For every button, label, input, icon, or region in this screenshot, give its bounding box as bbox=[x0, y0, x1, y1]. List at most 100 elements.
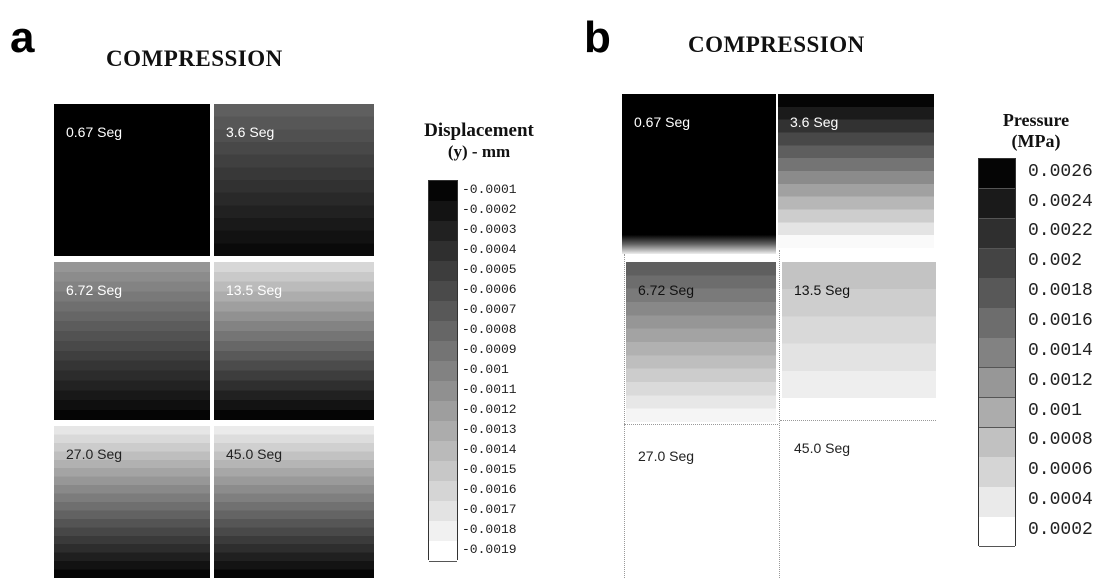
legend-swatch bbox=[429, 481, 457, 502]
legend-swatch bbox=[429, 421, 457, 442]
legend-swatch bbox=[979, 397, 1015, 429]
tile-time-label: 0.67 Seg bbox=[66, 124, 123, 140]
legend-label: 0.0022 bbox=[1028, 221, 1093, 242]
legend-swatch bbox=[429, 301, 457, 322]
panel-b-dotted-divider bbox=[624, 254, 625, 578]
legend-label: -0.0014 bbox=[462, 441, 517, 457]
tile-time-label: 45.0 Seg bbox=[794, 440, 851, 456]
legend-label: 0.0012 bbox=[1028, 370, 1093, 391]
legend-label: -0.0013 bbox=[462, 421, 517, 437]
tile-time-label: 27.0 Seg bbox=[66, 446, 123, 462]
legend-label: -0.0008 bbox=[462, 321, 517, 337]
legend-swatch bbox=[979, 218, 1015, 250]
legend-swatch bbox=[979, 188, 1015, 220]
panel-b-tile-0-67s: 0.67 Seg bbox=[622, 94, 776, 254]
legend-swatch bbox=[429, 521, 457, 542]
panel-a-legend-bar bbox=[428, 180, 458, 562]
legend-swatch bbox=[429, 201, 457, 222]
tile-time-label: 27.0 Seg bbox=[638, 448, 695, 464]
legend-label: 0.002 bbox=[1028, 251, 1083, 272]
panel-b-dotted-divider bbox=[624, 424, 778, 425]
legend-swatch bbox=[429, 361, 457, 382]
panel-a-legend-title: Displacement (y) - mm bbox=[404, 120, 554, 161]
legend-label: 0.0006 bbox=[1028, 460, 1093, 481]
legend-label: -0.0015 bbox=[462, 461, 517, 477]
legend-label: 0.0016 bbox=[1028, 310, 1093, 331]
legend-label: -0.0016 bbox=[462, 481, 517, 497]
tile-time-label: 13.5 Seg bbox=[226, 282, 283, 298]
legend-swatch bbox=[429, 541, 457, 562]
legend-title-line1: Pressure bbox=[1002, 110, 1070, 130]
panel-a-tile-3-6s: 3.6 Seg bbox=[214, 104, 374, 256]
legend-label: 0.0026 bbox=[1028, 161, 1093, 182]
legend-swatch bbox=[979, 457, 1015, 488]
panel-b-dotted-divider bbox=[780, 420, 936, 421]
legend-label: 0.0024 bbox=[1028, 191, 1093, 212]
panel-b-legend-bar bbox=[978, 158, 1016, 548]
legend-swatch bbox=[429, 381, 457, 402]
tile-time-label: 3.6 Seg bbox=[790, 114, 839, 130]
legend-swatch bbox=[979, 278, 1015, 309]
legend-swatch bbox=[429, 501, 457, 522]
legend-swatch bbox=[429, 321, 457, 342]
panel-a-tile-6-72s: 6.72 Seg bbox=[54, 262, 210, 420]
panel-b-letter: b bbox=[584, 13, 611, 62]
legend-label: -0.0019 bbox=[462, 541, 517, 557]
panel-b-tile-45s: 45.0 Seg bbox=[782, 420, 936, 576]
legend-swatch bbox=[429, 181, 457, 202]
legend-swatch bbox=[979, 517, 1015, 548]
legend-swatch bbox=[979, 308, 1015, 339]
tile-time-label: 6.72 Seg bbox=[638, 282, 695, 298]
legend-label: -0.0007 bbox=[462, 301, 517, 317]
legend-swatch bbox=[979, 159, 1015, 190]
legend-label: 0.0008 bbox=[1028, 430, 1093, 451]
legend-label: -0.0009 bbox=[462, 341, 517, 357]
legend-swatch bbox=[429, 401, 457, 422]
legend-title-line2: (MPa) bbox=[1011, 130, 1061, 151]
legend-swatch bbox=[429, 261, 457, 282]
legend-swatch bbox=[979, 248, 1015, 279]
legend-label: 0.0018 bbox=[1028, 281, 1093, 302]
panel-b-dotted-divider bbox=[779, 250, 780, 578]
panel-a-tile-13-5s: 13.5 Seg bbox=[214, 262, 374, 420]
panel-b-tile-13-5s: 13.5 Seg bbox=[782, 262, 936, 398]
legend-label: -0.0005 bbox=[462, 261, 517, 277]
panel-b-tile-27s: 27.0 Seg bbox=[626, 428, 776, 576]
legend-label: -0.001 bbox=[462, 361, 509, 377]
legend-label: 0.0002 bbox=[1028, 519, 1093, 540]
legend-swatch bbox=[979, 427, 1015, 458]
legend-label: -0.0002 bbox=[462, 201, 517, 217]
legend-label: -0.0012 bbox=[462, 401, 517, 417]
legend-title-line2: (y) - mm bbox=[447, 141, 511, 161]
panel-b-legend-title: Pressure (MPa) bbox=[986, 110, 1086, 151]
legend-swatch bbox=[429, 461, 457, 482]
panel-a-letter: a bbox=[10, 13, 35, 62]
panel-a-title: COMPRESSION bbox=[106, 46, 283, 71]
panel-b-title: COMPRESSION bbox=[688, 32, 865, 57]
legend-label: -0.0003 bbox=[462, 221, 517, 237]
legend-label: -0.0006 bbox=[462, 281, 517, 297]
legend-label: 0.001 bbox=[1028, 400, 1083, 421]
tile-time-label: 6.72 Seg bbox=[66, 282, 123, 298]
tile-time-label: 45.0 Seg bbox=[226, 446, 283, 462]
tile-time-label: 3.6 Seg bbox=[226, 124, 275, 140]
panel-a-tile-27s: 27.0 Seg bbox=[54, 426, 210, 578]
legend-label: -0.0017 bbox=[462, 501, 517, 517]
legend-label: 0.0004 bbox=[1028, 490, 1093, 511]
legend-label: 0.0014 bbox=[1028, 340, 1093, 361]
tile-time-label: 0.67 Seg bbox=[634, 114, 691, 130]
legend-swatch bbox=[979, 487, 1015, 518]
legend-swatch bbox=[979, 338, 1015, 369]
legend-title-line1: Displacement bbox=[424, 120, 534, 141]
panel-a-tile-0-67s: 0.67 Seg bbox=[54, 104, 210, 256]
legend-swatch bbox=[429, 221, 457, 242]
legend-label: -0.0018 bbox=[462, 521, 517, 537]
legend-label: -0.0011 bbox=[462, 381, 517, 397]
legend-swatch bbox=[429, 341, 457, 362]
legend-swatch bbox=[979, 367, 1015, 399]
legend-swatch bbox=[429, 281, 457, 302]
legend-label: -0.0004 bbox=[462, 241, 517, 257]
legend-label: -0.0001 bbox=[462, 181, 517, 197]
legend-swatch bbox=[429, 241, 457, 262]
panel-a-tile-45s: 45.0 Seg bbox=[214, 426, 374, 578]
